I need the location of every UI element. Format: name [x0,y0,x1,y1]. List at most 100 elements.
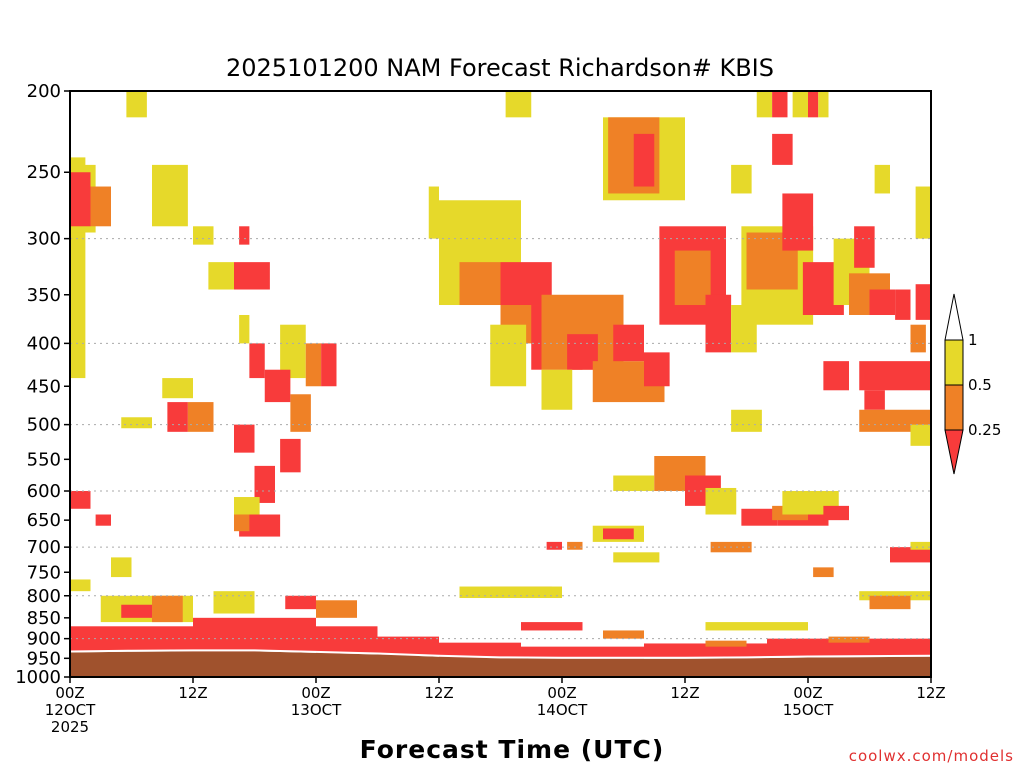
ri-region-28 [95,514,111,526]
ri-region-23 [254,465,275,503]
ri-region-80 [705,487,737,515]
xtick-label-36-0: 12Z [424,684,453,702]
ri-region-120 [828,636,870,643]
ri-region-47 [674,250,711,306]
xtick-label-48-1: 14OCT [537,701,588,719]
plot-frame [69,90,932,678]
ri-region-14 [321,343,337,387]
ri-region-116 [521,646,644,659]
ri-region-76 [874,164,890,194]
ri-region-107 [869,595,911,610]
ri-region-106 [859,591,931,601]
ri-region-11 [249,343,265,379]
ri-region-2 [70,172,91,227]
ri-region-87 [603,528,634,540]
xtick-label-0-1: 12OCT [45,701,96,719]
ytick-label-550: 550 [27,449,61,470]
ri-region-38 [541,369,573,410]
ri-region-90 [910,541,931,550]
ri-region-113 [316,626,378,654]
ri-region-58 [895,289,911,320]
ri-region-34 [490,324,527,387]
ri-region-65 [864,390,885,410]
ri-region-57 [869,289,896,315]
ri-region-102 [121,604,152,618]
ri-region-31 [459,262,501,306]
ri-region-91 [613,552,660,563]
pressure-axis: 200 250 300 350 400 450 500 550 600 650 700 750 8008… [15,81,70,688]
ground-fill [70,651,931,677]
ri-region-29 [428,186,439,239]
ri-region-9 [208,262,234,290]
ri-region-93 [567,541,583,550]
ri-region-20 [121,417,152,429]
ri-region-52 [782,193,814,251]
ytick-label-850: 850 [27,608,61,629]
ri-region-64 [859,361,931,391]
xtick-label-72-0: 00Z [793,684,822,702]
ri-region-12 [280,324,306,379]
xtick-label-0-2: 2025 [51,718,89,736]
ri-region-109 [705,622,808,631]
colorbar-label-1: 0.5 [968,376,992,394]
ri-region-110 [603,630,644,639]
ri-region-89 [890,547,931,563]
ri-region-70 [772,91,788,118]
ytick-label-1000: 1000 [15,667,61,688]
ri-region-8 [234,262,270,290]
ri-region-99 [459,586,562,599]
ri-region-114 [377,636,439,657]
ytick-label-600: 600 [27,481,61,502]
ytick-label-400: 400 [27,333,61,354]
ri-region-104 [285,595,316,610]
ri-region-42 [505,91,532,118]
ri-region-119 [705,640,747,647]
ytick-label-650: 650 [27,510,61,531]
ytick-label-800: 800 [27,586,61,607]
ri-region-67 [910,424,931,446]
colorbar-label-0: 1 [968,331,978,349]
ytick-label-500: 500 [27,415,61,436]
ri-region-105 [316,600,357,618]
ytick-label-200: 200 [27,81,61,102]
ri-region-96 [70,579,91,592]
surface-line [70,649,931,659]
ri-region-62 [915,186,931,239]
colorbar-swatch-yellow [944,339,964,386]
ytick-label-300: 300 [27,229,61,250]
ri-region-13 [305,343,322,387]
xtick-label-24-1: 13OCT [291,701,342,719]
ri-region-68 [731,409,762,432]
xtick-label-24-0: 00Z [301,684,330,702]
credit-link[interactable]: coolwx.com/models [849,747,1014,765]
xtick-label-84-0: 12Z [916,684,945,702]
xtick-label-0-0: 00Z [55,684,84,702]
ri-region-45 [633,133,655,187]
ytick-label-450: 450 [27,376,61,397]
ri-region-48 [705,294,732,353]
ri-region-22 [280,438,301,473]
ri-region-92 [546,541,562,550]
ri-region-95 [111,557,132,578]
ri-region-72 [792,91,808,118]
ri-region-18 [167,402,188,432]
chart-title: 2025101200 NAM Forecast Richardson# KBIS [226,54,774,82]
ri-region-117 [644,643,767,659]
x-axis-label: Forecast Time (UTC) [360,735,665,764]
ri-region-15 [264,369,291,403]
colorbar-label-2: 0.25 [968,421,1001,439]
ri-region-63 [823,361,849,391]
ytick-label-250: 250 [27,162,61,183]
ytick-label-950: 950 [27,648,61,669]
ri-region-4 [126,91,147,118]
ri-region-115 [439,642,521,659]
ytick-label-750: 750 [27,562,61,583]
colorbar-top-arrow [944,293,964,341]
ri-region-69 [756,91,773,118]
ri-region-27 [70,491,91,509]
ri-region-59 [915,284,931,320]
ri-region-16 [290,394,311,432]
ri-region-5 [152,164,188,227]
colorbar: 1 0.5 0.25 [944,293,1001,475]
